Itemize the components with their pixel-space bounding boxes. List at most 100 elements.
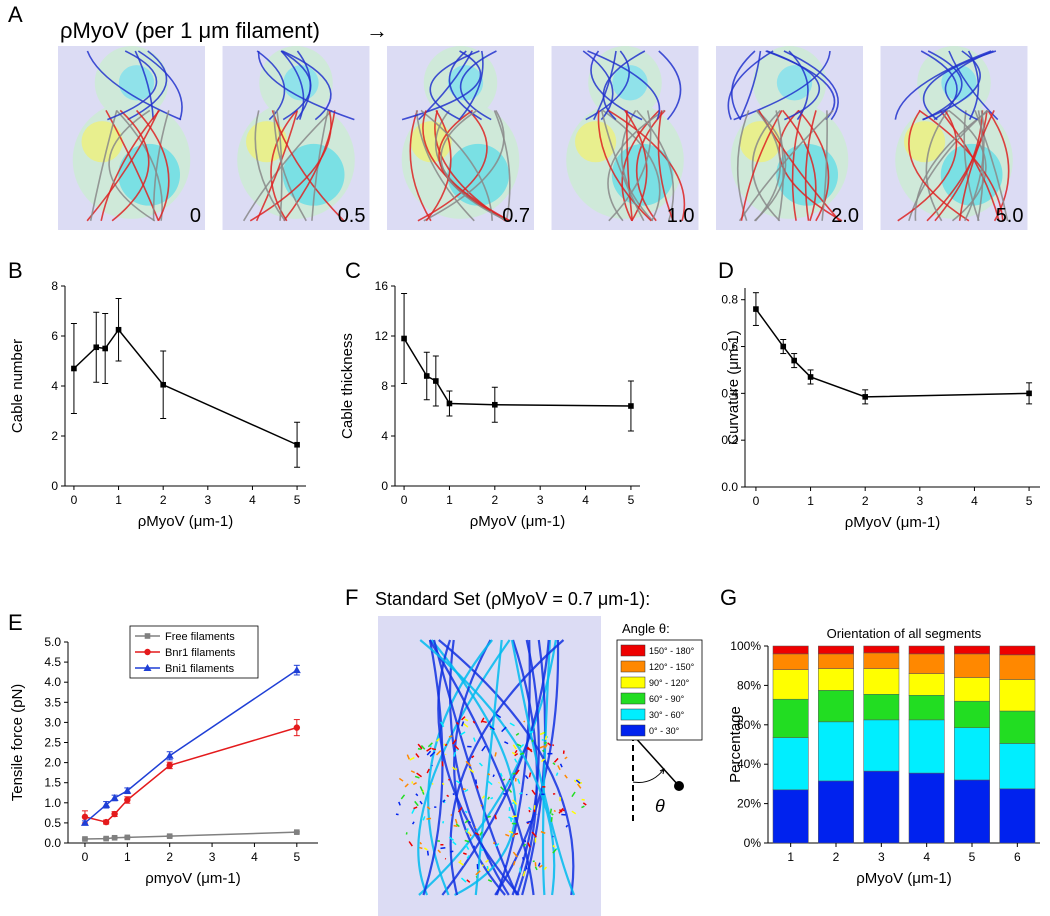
segment bbox=[398, 777, 404, 782]
segment bbox=[543, 741, 548, 745]
cable bbox=[422, 639, 444, 896]
y-tick-label: 4 bbox=[381, 429, 388, 443]
x-tick-label: 5 bbox=[294, 493, 301, 507]
marker bbox=[102, 345, 108, 352]
segment bbox=[509, 722, 515, 727]
cable bbox=[775, 110, 785, 221]
bar-segment bbox=[954, 645, 990, 655]
x-tick-label: 1 bbox=[124, 850, 131, 864]
y-tick-label: 0.0 bbox=[721, 480, 738, 494]
marker bbox=[111, 810, 118, 818]
x-tick-label: 3 bbox=[204, 493, 211, 507]
cable bbox=[908, 109, 988, 222]
segment bbox=[414, 800, 419, 807]
bar-segment bbox=[954, 727, 990, 781]
segment bbox=[481, 745, 487, 752]
segment bbox=[512, 815, 518, 818]
segment bbox=[404, 783, 409, 788]
marker bbox=[165, 751, 174, 759]
cable bbox=[754, 109, 781, 222]
y-axis-label: Cable number bbox=[9, 339, 26, 433]
cable bbox=[636, 109, 666, 222]
segment bbox=[526, 820, 532, 824]
segment bbox=[573, 779, 577, 783]
y-tick-label: 0 bbox=[51, 479, 58, 493]
segment bbox=[409, 756, 415, 761]
y-tick-label: 3.5 bbox=[44, 695, 61, 709]
chart: D 0.0 0.2 0.4 0.6 0.8 0 1 2 3 4 5 ρMyoV (μm-1) Curvat… bbox=[718, 258, 1040, 531]
segment bbox=[528, 809, 531, 813]
x-tick-label: 0 bbox=[71, 493, 78, 507]
bar-segment bbox=[772, 737, 809, 791]
segment bbox=[448, 836, 454, 841]
cable bbox=[271, 110, 345, 222]
x-tick-label: 3 bbox=[537, 493, 544, 507]
bar-segment bbox=[772, 645, 809, 655]
x-tick-label: 5 bbox=[969, 850, 976, 864]
segment bbox=[517, 778, 521, 785]
marker bbox=[110, 793, 119, 801]
segment bbox=[553, 809, 556, 813]
cable bbox=[273, 110, 307, 222]
cable bbox=[821, 110, 828, 221]
cable bbox=[974, 110, 1009, 221]
cable bbox=[782, 109, 817, 222]
segment bbox=[466, 855, 470, 859]
image-label: 0.7 bbox=[502, 205, 530, 227]
bar-segment bbox=[818, 780, 854, 844]
marker bbox=[102, 818, 110, 826]
segment bbox=[441, 782, 445, 786]
legend-swatch bbox=[620, 660, 646, 673]
segment bbox=[426, 750, 432, 756]
cable bbox=[429, 50, 480, 121]
legend-label: Free filaments bbox=[165, 631, 235, 643]
segment bbox=[448, 735, 453, 738]
segment bbox=[531, 789, 536, 796]
y-tick-label: 1.0 bbox=[44, 796, 61, 810]
segment bbox=[471, 755, 475, 759]
segment bbox=[423, 847, 428, 851]
x-tick-label: 5 bbox=[293, 850, 300, 864]
segment bbox=[514, 752, 519, 757]
segment bbox=[480, 717, 485, 723]
legend-swatch bbox=[620, 708, 646, 721]
segment bbox=[411, 808, 415, 814]
cable bbox=[425, 109, 452, 222]
image-label: 5.0 bbox=[996, 205, 1024, 227]
line bbox=[755, 308, 1030, 398]
panel-letter: E bbox=[8, 610, 23, 635]
segment bbox=[457, 806, 463, 813]
chart: G 0% 20% 40% 60% 80% 100% ρMyoV (μm-1) Percentag… bbox=[616, 585, 1040, 887]
y-axis-label: Cable thickness bbox=[339, 333, 356, 439]
segment bbox=[494, 814, 497, 820]
y-tick-label: 0 bbox=[381, 479, 388, 493]
segment bbox=[558, 809, 563, 813]
cable bbox=[137, 50, 183, 120]
cable bbox=[727, 50, 774, 120]
segment bbox=[453, 824, 458, 827]
marker bbox=[293, 724, 301, 731]
segment bbox=[461, 721, 465, 727]
x-axis-label: ρMyoV (μm-1) bbox=[856, 870, 952, 887]
bar-segment bbox=[908, 645, 945, 655]
marker bbox=[753, 306, 759, 312]
segment bbox=[522, 856, 525, 861]
segment bbox=[519, 792, 523, 795]
image-label: 1.0 bbox=[667, 205, 695, 227]
legend-label: 0° - 30° bbox=[649, 726, 680, 736]
segment bbox=[465, 829, 471, 835]
segment bbox=[581, 805, 585, 809]
cable bbox=[607, 109, 665, 222]
panel-title: ρMyoV (per 1 μm filament) bbox=[60, 18, 320, 43]
cable bbox=[86, 50, 182, 121]
marker bbox=[807, 374, 814, 380]
marker bbox=[791, 357, 797, 364]
segment bbox=[549, 808, 553, 814]
panel-letter: F bbox=[345, 585, 358, 610]
cable bbox=[152, 110, 170, 221]
y-axis-label: Tensile force (pN) bbox=[9, 684, 26, 802]
marker bbox=[115, 326, 122, 333]
bar-segment bbox=[954, 677, 990, 702]
segment bbox=[516, 743, 522, 747]
